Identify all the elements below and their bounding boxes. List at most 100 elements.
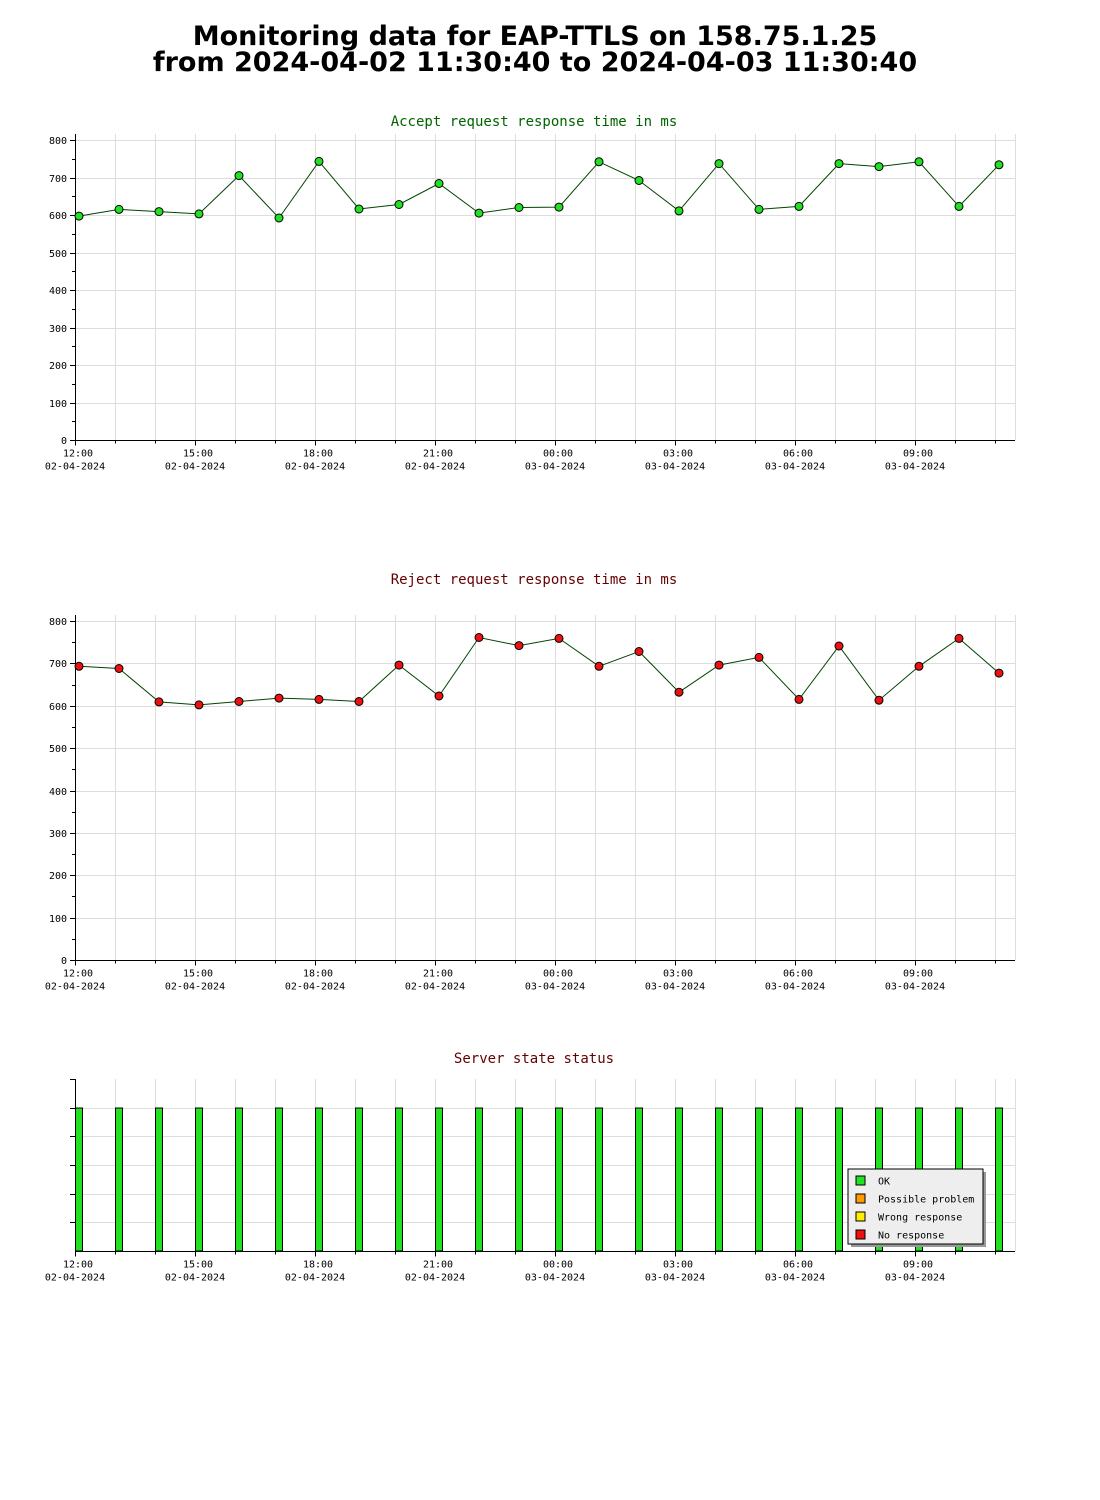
data-point: [874, 162, 884, 172]
data-point: [914, 157, 924, 167]
x-tick-label-date: 03-04-2024: [645, 982, 705, 993]
x-tick-label-time: 15:00: [183, 449, 213, 460]
y-tick-label: 800: [49, 617, 67, 628]
legend-swatch: [855, 1175, 866, 1186]
reject-response-chart: Reject request response time in ms 0 100 20…: [45, 572, 1016, 993]
x-tick-label-time: 03:00: [663, 449, 693, 460]
data-point: [634, 647, 644, 656]
data-point: [514, 203, 524, 212]
x-tick-label-time: 03:00: [663, 1260, 693, 1271]
legend-label: Wrong response: [878, 1213, 962, 1224]
data-point: [274, 693, 284, 703]
x-tick-label-date: 02-04-2024: [165, 1273, 225, 1284]
x-tick-label-time: 06:00: [783, 449, 813, 460]
x-tick-label-date: 03-04-2024: [525, 982, 585, 993]
status-bar: [115, 1107, 123, 1252]
status-bar: [995, 1107, 1003, 1252]
data-point: [594, 661, 604, 671]
x-tick-label-time: 18:00: [303, 1260, 333, 1271]
status-bar: [515, 1107, 523, 1252]
x-tick-label-date: 02-04-2024: [285, 462, 345, 473]
legend-swatch: [855, 1193, 866, 1204]
status-bar: [475, 1107, 483, 1252]
data-point: [554, 202, 564, 212]
y-tick-label: 200: [49, 361, 67, 372]
y-tick-label: 300: [49, 829, 67, 840]
y-tick-label: 700: [49, 659, 67, 670]
x-tick-label-date: 03-04-2024: [765, 462, 825, 473]
data-point: [794, 694, 804, 704]
status-bar: [675, 1107, 683, 1252]
status-bar: [715, 1107, 723, 1252]
x-tick-label-time: 12:00: [63, 449, 93, 460]
status-bar: [795, 1107, 803, 1252]
data-point: [354, 697, 364, 706]
status-bar: [395, 1107, 403, 1252]
x-tick-label-date: 03-04-2024: [765, 1273, 825, 1284]
data-point: [394, 660, 404, 670]
status-bar: [555, 1107, 563, 1252]
x-tick-label-date: 02-04-2024: [45, 1273, 105, 1284]
data-point: [154, 207, 164, 217]
server-status-chart: Server state status 12:00 02-04-2024 15:00 0…: [45, 1051, 1016, 1284]
x-tick-label-date: 02-04-2024: [165, 982, 225, 993]
y-tick-label: 600: [49, 702, 67, 713]
legend-swatch: [855, 1229, 866, 1240]
x-tick-label-date: 03-04-2024: [525, 1273, 585, 1284]
page-title: Monitoring data for EAP-TTLS on 158.75.1…: [0, 21, 1070, 78]
data-point: [434, 179, 444, 188]
x-tick-label-time: 00:00: [543, 969, 573, 980]
data-point: [954, 201, 964, 211]
y-tick-label: 300: [49, 324, 67, 335]
data-point: [754, 204, 764, 214]
x-tick-label-date: 02-04-2024: [405, 982, 465, 993]
x-tick-label-time: 18:00: [303, 969, 333, 980]
data-point: [994, 668, 1004, 678]
x-tick-label-time: 09:00: [903, 969, 933, 980]
status-bar: [195, 1107, 203, 1252]
y-tick-label: 400: [49, 787, 67, 798]
data-point: [154, 697, 164, 707]
x-tick-label-time: 03:00: [663, 969, 693, 980]
status-bar: [595, 1107, 603, 1252]
x-tick-label-date: 03-04-2024: [885, 982, 945, 993]
data-point: [954, 633, 964, 643]
data-point: [874, 695, 884, 705]
data-point: [714, 159, 724, 169]
page-title-line1: Monitoring data for EAP-TTLS on 158.75.1…: [192, 21, 878, 52]
series-line: [78, 160, 1000, 219]
data-point: [834, 641, 844, 651]
data-point: [834, 159, 844, 169]
x-tick-label-date: 03-04-2024: [645, 1273, 705, 1284]
x-tick-label-time: 21:00: [423, 1260, 453, 1271]
data-point: [594, 157, 604, 167]
x-tick-label-date: 03-04-2024: [885, 462, 945, 473]
page-title-line2: from 2024-04-02 11:30:40 to 2024-04-03 1…: [152, 47, 918, 78]
data-point: [354, 204, 364, 214]
data-point: [314, 156, 324, 166]
y-tick-label: 700: [49, 174, 67, 185]
x-tick-label-date: 02-04-2024: [285, 1273, 345, 1284]
x-tick-label-date: 03-04-2024: [765, 982, 825, 993]
x-tick-label-time: 15:00: [183, 1260, 213, 1271]
x-tick-label-date: 03-04-2024: [885, 1273, 945, 1284]
data-point: [194, 209, 204, 219]
chart-title: Accept request response time in ms: [391, 114, 678, 130]
chart-title: Server state status: [454, 1051, 614, 1067]
x-tick-label-time: 12:00: [63, 1260, 93, 1271]
accept-response-chart: Accept request response time in ms 0 100 20…: [45, 114, 1016, 473]
legend-box: [847, 1168, 984, 1245]
data-point: [114, 664, 124, 673]
x-tick-label-time: 06:00: [783, 1260, 813, 1271]
data-point: [274, 213, 284, 223]
y-tick-label: 600: [49, 211, 67, 222]
data-point: [714, 660, 724, 670]
x-tick-label-time: 00:00: [543, 449, 573, 460]
x-tick-label-date: 03-04-2024: [645, 462, 705, 473]
x-tick-label-time: 00:00: [543, 1260, 573, 1271]
x-tick-label-time: 06:00: [783, 969, 813, 980]
data-point: [434, 691, 444, 701]
data-point: [554, 633, 564, 643]
x-tick-label-time: 21:00: [423, 449, 453, 460]
x-tick-label-date: 02-04-2024: [405, 462, 465, 473]
